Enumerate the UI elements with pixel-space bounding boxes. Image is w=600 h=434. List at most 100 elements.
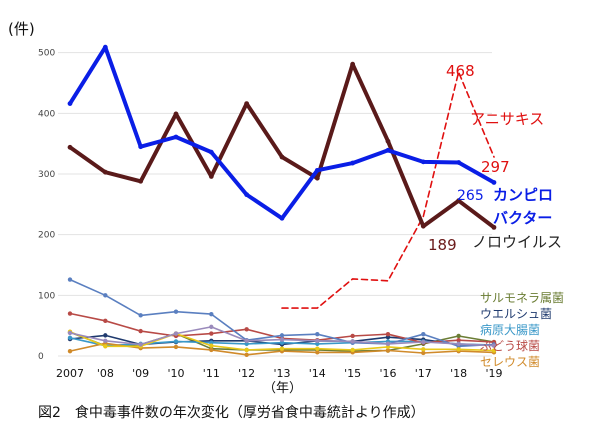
series-layer xyxy=(67,44,497,357)
data-point xyxy=(173,339,179,344)
data-point xyxy=(103,333,108,338)
data-point xyxy=(315,346,320,351)
data-point xyxy=(102,44,108,50)
data-point xyxy=(350,339,355,344)
x-tick-label: '10 xyxy=(167,367,184,380)
data-point xyxy=(103,344,108,349)
data-point xyxy=(314,175,320,181)
data-point xyxy=(456,198,462,204)
y-axis-label: (件) xyxy=(8,20,35,38)
y-tick-label: 0 xyxy=(38,352,44,362)
data-point xyxy=(385,138,391,144)
data-point xyxy=(315,338,320,344)
data-point xyxy=(138,342,143,347)
x-tick-label: 2007 xyxy=(56,367,84,380)
data-point xyxy=(244,352,249,357)
data-point xyxy=(279,346,285,351)
y-tick-label: 300 xyxy=(38,170,55,180)
data-point xyxy=(103,293,108,298)
data-point xyxy=(421,331,426,337)
data-point xyxy=(173,331,179,336)
data-point xyxy=(209,347,214,353)
x-tick-label: '11 xyxy=(203,367,220,380)
data-point xyxy=(421,347,426,352)
data-point xyxy=(279,215,285,221)
data-point xyxy=(173,111,179,117)
campylobacter-label-line2: バクター xyxy=(493,209,552,227)
x-tick-label: '15 xyxy=(344,367,361,380)
data-point xyxy=(279,333,285,338)
data-point xyxy=(456,341,461,347)
data-point xyxy=(138,178,144,184)
y-tick-label: 100 xyxy=(38,291,55,301)
x-tick-label: '16 xyxy=(379,367,396,380)
data-point xyxy=(385,331,391,337)
data-point xyxy=(421,339,426,345)
x-tick-label: '14 xyxy=(309,367,326,380)
series-line xyxy=(68,62,496,230)
data-point xyxy=(138,144,144,150)
data-point xyxy=(138,313,143,318)
data-point xyxy=(244,338,249,344)
legend-item: ぶどう球菌 xyxy=(480,339,540,353)
data-point xyxy=(279,337,285,342)
x-tick-label: '19 xyxy=(485,367,502,380)
legend-item: ウエルシュ菌 xyxy=(480,307,552,321)
legend-item: サルモネラ属菌 xyxy=(480,291,564,305)
anisakis-label: アニサキス xyxy=(470,110,544,128)
data-point xyxy=(67,144,73,150)
data-point xyxy=(244,327,249,332)
y-tick-label: 500 xyxy=(38,49,55,59)
data-point xyxy=(244,101,250,107)
data-point xyxy=(314,167,320,173)
data-point xyxy=(315,331,320,337)
norovirus-label: ノロウイルス xyxy=(472,233,562,251)
data-point xyxy=(67,311,73,316)
data-point xyxy=(491,343,497,348)
x-tick-label: '13 xyxy=(273,367,290,380)
campylobacter-label-line1: カンピロ xyxy=(493,186,553,204)
data-point xyxy=(385,341,391,347)
data-point xyxy=(350,61,356,67)
y-tick-label: 400 xyxy=(38,109,55,119)
data-point xyxy=(385,147,391,153)
legend-item: セレウス菌 xyxy=(480,355,540,369)
data-point xyxy=(244,192,250,198)
x-tick-label: '18 xyxy=(450,367,467,380)
data-point xyxy=(421,350,426,356)
figure-caption: 図2 食中毒事件数の年次変化（厚労省食中毒統計より作成） xyxy=(38,405,425,421)
data-point xyxy=(385,344,391,350)
data-point xyxy=(456,160,462,165)
x-tick-label: '08 xyxy=(97,367,114,380)
data-point xyxy=(279,154,285,160)
data-point xyxy=(420,223,426,229)
data-point xyxy=(67,330,73,336)
series-line xyxy=(281,71,495,309)
data-point xyxy=(350,160,356,166)
legend-item: 病原大腸菌 xyxy=(480,322,540,337)
campylobacter-end-value: 265 xyxy=(457,188,484,204)
data-point xyxy=(173,309,179,314)
data-point xyxy=(102,169,108,175)
data-point xyxy=(138,328,143,334)
data-point xyxy=(385,334,391,340)
data-point xyxy=(244,347,249,353)
data-point xyxy=(173,134,179,140)
data-point xyxy=(103,338,108,344)
data-point xyxy=(279,340,285,345)
data-point xyxy=(491,224,497,230)
x-axis-label: （年） xyxy=(263,381,302,396)
x-tick-label: '17 xyxy=(415,367,432,380)
x-tick-label: '09 xyxy=(132,367,149,380)
data-point xyxy=(209,324,214,330)
data-point xyxy=(208,149,214,155)
data-point xyxy=(456,338,461,343)
data-point xyxy=(103,318,108,324)
data-point xyxy=(208,174,214,179)
data-point xyxy=(350,347,355,353)
data-point xyxy=(491,180,497,185)
data-point xyxy=(420,159,426,165)
